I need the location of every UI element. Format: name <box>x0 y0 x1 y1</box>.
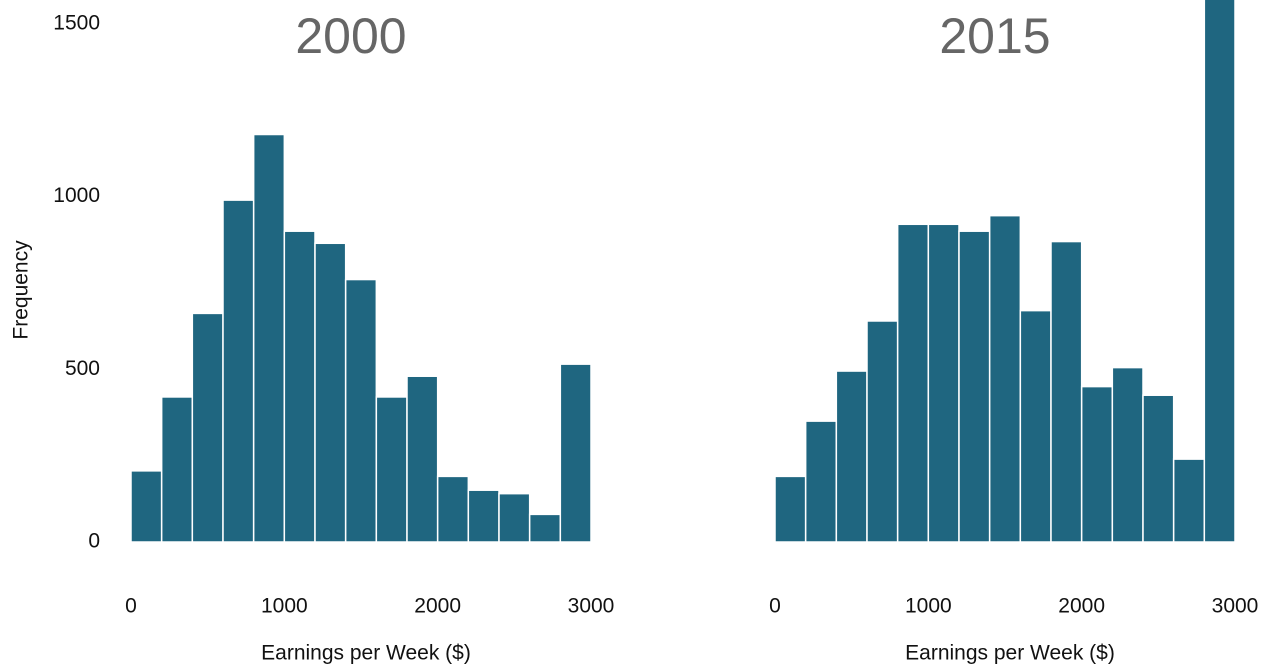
x-tick-label: 1000 <box>261 595 308 618</box>
bar <box>344 278 378 542</box>
bar <box>498 492 531 542</box>
bar <box>1019 309 1052 542</box>
bar <box>191 312 224 542</box>
bar <box>467 489 500 542</box>
y-axis-label: Frequency <box>10 240 33 340</box>
y-tick-label: 1500 <box>53 12 100 35</box>
bar <box>927 223 960 542</box>
x-tick-label: 3000 <box>1212 595 1259 618</box>
x-tick-label: 2000 <box>1058 595 1105 618</box>
y-tick-label: 1000 <box>53 184 100 207</box>
bar <box>1172 458 1206 542</box>
bar <box>559 363 592 542</box>
x-tick-label: 0 <box>125 595 137 618</box>
bar <box>436 475 470 542</box>
x-tick-label: 3000 <box>568 595 615 618</box>
x-tick-label: 1000 <box>905 595 952 618</box>
bar <box>1111 366 1144 542</box>
x-tick-label: 2000 <box>414 595 461 618</box>
bar <box>896 223 930 542</box>
bar <box>160 396 194 542</box>
plot-area <box>130 133 592 542</box>
bar <box>1142 394 1175 542</box>
bar <box>1080 385 1114 542</box>
bar <box>774 475 807 542</box>
bar <box>314 242 347 542</box>
bar <box>252 133 286 542</box>
plot-area <box>774 0 1236 542</box>
chart-title: 2000 <box>295 8 406 64</box>
bar <box>528 513 562 542</box>
x-axis-label: Earnings per Week ($) <box>261 642 471 665</box>
y-tick-label: 0 <box>88 530 100 553</box>
chart-title: 2015 <box>939 8 1050 64</box>
bar <box>130 470 163 542</box>
bar <box>406 375 439 542</box>
x-axis-label: Earnings per Week ($) <box>905 642 1115 665</box>
y-tick-label: 500 <box>65 357 100 380</box>
bar <box>804 420 838 542</box>
bar <box>283 230 316 542</box>
bar <box>835 370 868 542</box>
bar <box>988 214 1022 542</box>
bar <box>1050 240 1083 542</box>
bar <box>1203 0 1236 542</box>
bar <box>375 396 408 542</box>
bar <box>866 320 899 542</box>
bar <box>222 199 255 542</box>
bar <box>958 230 991 542</box>
x-tick-label: 0 <box>769 595 781 618</box>
